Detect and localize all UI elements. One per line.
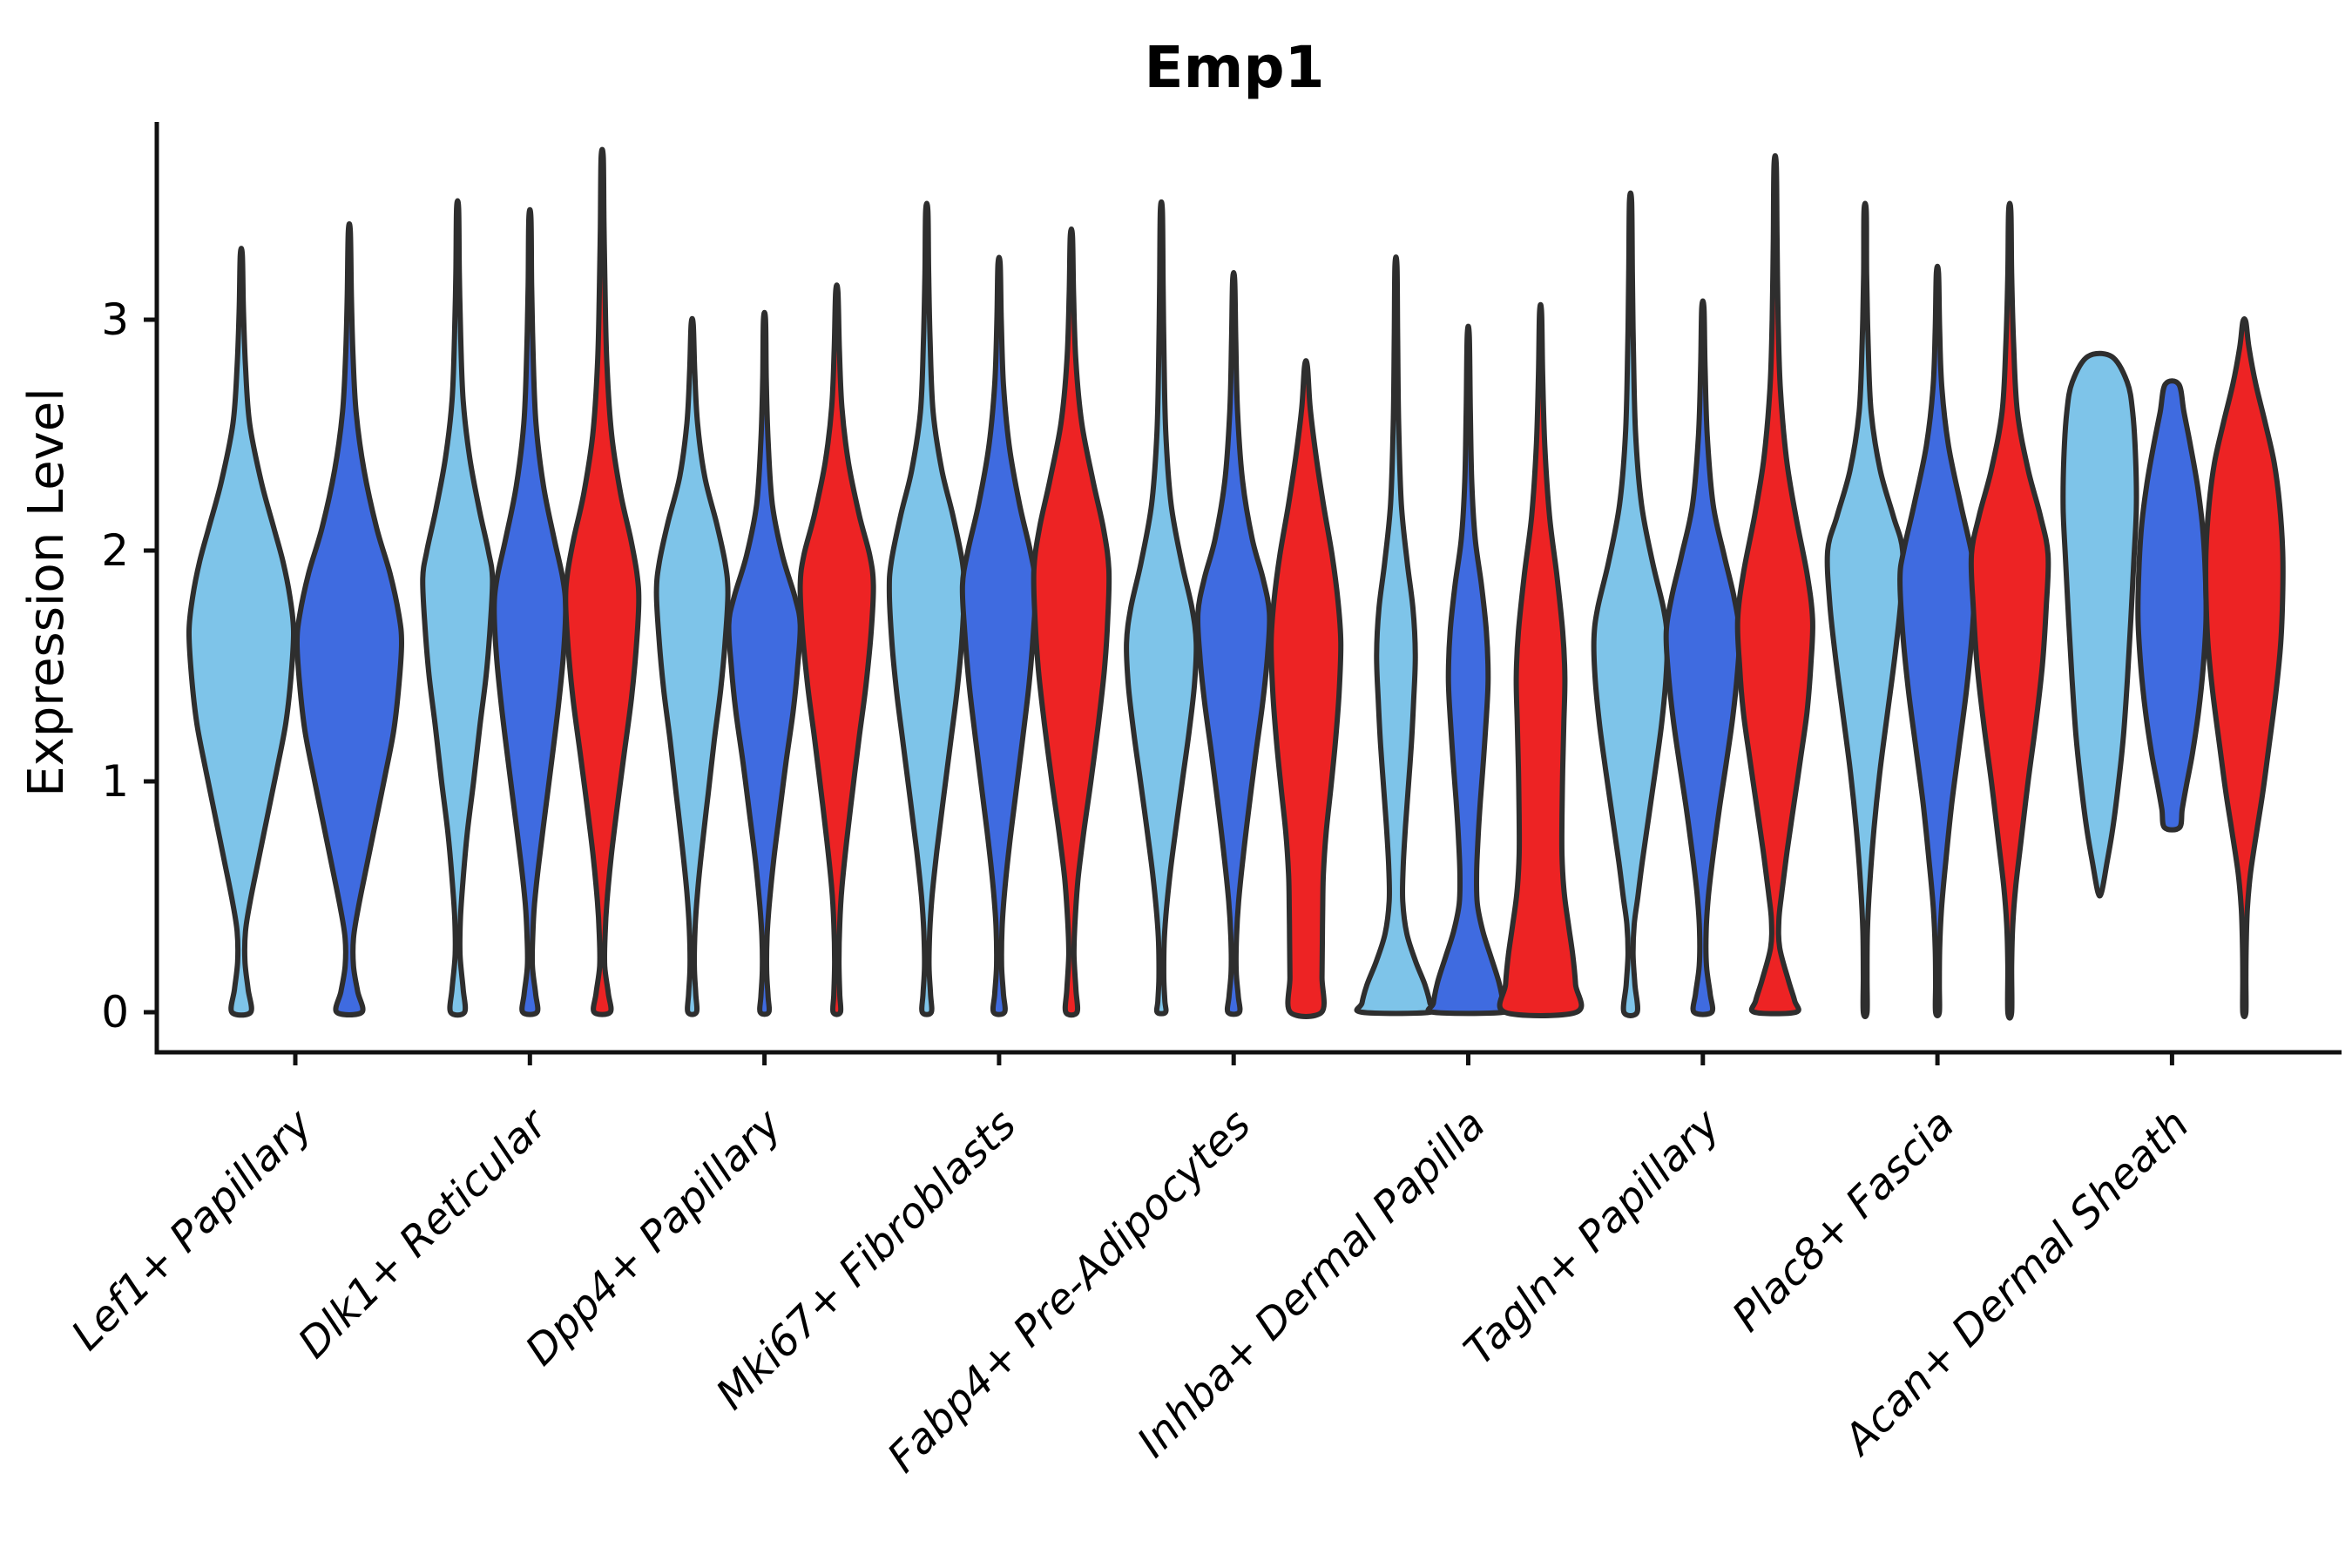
- y-tick-label: 3: [101, 294, 129, 345]
- violin-acan-royalblue: [2135, 378, 2209, 833]
- x-tick-label: Tagln+ Papillary: [1455, 1099, 1730, 1375]
- violin-fabp4-skyblue: [1124, 199, 1200, 1017]
- violin-mki67-royalblue: [959, 254, 1039, 1017]
- violin-fabp4-royalblue: [1194, 270, 1273, 1017]
- violin-acan-red: [2203, 316, 2286, 1019]
- x-tick-label: Dlk1+ Reticular: [289, 1098, 559, 1369]
- violin-dlk1-red: [563, 146, 642, 1017]
- y-tick-label: 1: [101, 756, 129, 807]
- violin-dpp4-skyblue: [653, 315, 731, 1017]
- plot-title: Emp1: [1144, 34, 1324, 101]
- violin-plac8-red: [1968, 200, 2051, 1021]
- y-axis-label: Expression Level: [18, 388, 75, 797]
- violin-inhba-skyblue: [1354, 254, 1438, 1017]
- violin-lef1-skyblue: [186, 246, 297, 1018]
- x-tick-label: Plac8+ Fascia: [1723, 1100, 1964, 1342]
- violin-dpp4-royalblue: [726, 309, 803, 1017]
- violin-acan-skyblue: [2060, 350, 2139, 899]
- violin-dpp4-red: [797, 282, 876, 1017]
- x-tick-label: Dpp4+ Papillary: [516, 1099, 791, 1375]
- violin-inhba-red: [1497, 301, 1585, 1018]
- violins: [186, 146, 2286, 1021]
- axes: [144, 122, 2342, 1065]
- violin-tagln-skyblue: [1591, 190, 1670, 1018]
- violin-tagln-royalblue: [1663, 298, 1742, 1017]
- violin-plac8-royalblue: [1897, 263, 1978, 1018]
- violin-dlk1-skyblue: [420, 198, 496, 1018]
- violin-tagln-red: [1734, 152, 1815, 1017]
- y-tick-label: 0: [101, 987, 129, 1037]
- violin-inhba-royalblue: [1425, 323, 1511, 1017]
- y-tick-label: 2: [101, 525, 129, 576]
- violin-mki67-red: [1031, 226, 1112, 1018]
- x-tick-label: Lef1+ Papillary: [62, 1099, 322, 1360]
- violin-plac8-skyblue: [1824, 200, 1906, 1019]
- violin-dlk1-royalblue: [491, 206, 569, 1017]
- violin-lef1-royalblue: [294, 221, 404, 1017]
- violin-fabp4-red: [1268, 358, 1344, 1019]
- violin-mki67-skyblue: [886, 200, 967, 1017]
